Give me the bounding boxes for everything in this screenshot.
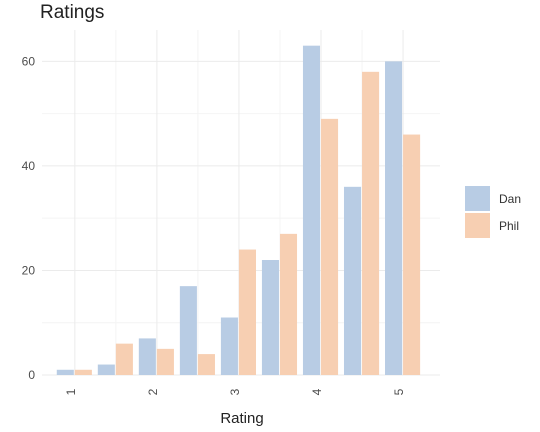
bar-dan [343, 186, 362, 375]
bar-phil [156, 348, 174, 375]
bar-phil [115, 343, 133, 375]
bar-phil [238, 249, 257, 375]
bar-dan [261, 260, 279, 375]
bar-phil [321, 118, 339, 375]
bar-phil [403, 134, 421, 375]
bar-dan [138, 338, 156, 375]
bar-dan [97, 364, 115, 375]
y-tick-label: 0 [28, 368, 35, 382]
bar-dan [302, 45, 321, 375]
y-tick-label: 40 [22, 159, 36, 173]
bar-dan [385, 61, 403, 375]
legend-label-phil: Phil [499, 219, 519, 233]
x-tick-label: 2 [146, 388, 160, 395]
bar-dan [56, 369, 74, 375]
legend: Dan Phil [465, 186, 521, 238]
y-tick-label: 60 [22, 54, 36, 68]
x-tick-label: 1 [64, 388, 78, 395]
legend-label-dan: Dan [499, 192, 521, 206]
bar-phil [74, 369, 92, 375]
bar-dan [220, 317, 238, 375]
bar-phil [197, 354, 215, 375]
bar-dan [179, 286, 197, 375]
legend-swatch-phil [465, 213, 490, 238]
x-axis-ticks: 1 2 3 4 5 [64, 388, 406, 395]
y-tick-label: 20 [22, 263, 36, 277]
legend-swatch-dan [465, 186, 490, 211]
bars [56, 45, 421, 376]
chart-title: Ratings [40, 2, 104, 23]
x-tick-label: 3 [228, 388, 242, 395]
x-axis-label: Rating [220, 410, 263, 427]
x-tick-label: 5 [392, 388, 406, 395]
y-axis-ticks: 0 20 40 60 [22, 54, 36, 382]
bar-phil [279, 233, 298, 375]
bar-phil [362, 71, 380, 376]
x-tick-label: 4 [310, 388, 324, 395]
